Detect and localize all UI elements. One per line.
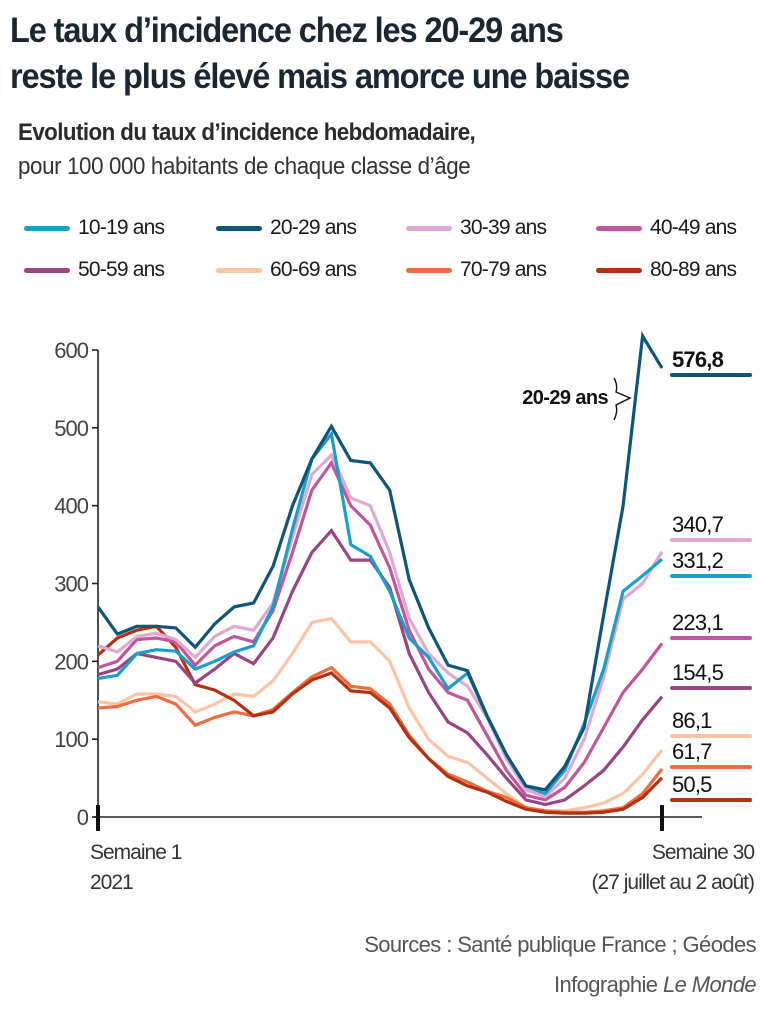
legend-item: 10-19 ans: [24, 213, 165, 243]
end-value-label: 223,1: [672, 610, 724, 635]
y-tick-label: 200: [54, 649, 88, 674]
legend-swatch: [216, 225, 262, 231]
y-tick-label: 100: [54, 727, 88, 752]
end-value-label: 576,8: [672, 347, 724, 372]
legend-swatch: [596, 267, 642, 273]
end-value-label: 331,2: [672, 548, 724, 573]
legend-item: 80-89 ans: [596, 255, 737, 285]
y-tick-label: 0: [77, 805, 89, 830]
legend-swatch: [24, 225, 70, 231]
end-value-label: 340,7: [672, 512, 724, 537]
end-value-label: 61,7: [672, 739, 712, 764]
y-tick-label: 400: [54, 494, 88, 519]
series-line-30-39-ans: [97, 452, 664, 799]
legend: 10-19 ans 20-29 ans 30-39 ans 40-49 ans 50-5…: [0, 210, 784, 290]
end-value-label: 86,1: [672, 708, 712, 733]
y-tick-label: 300: [54, 572, 88, 597]
credit-brand: Le Monde: [662, 972, 757, 997]
end-value-label: 154,5: [672, 660, 724, 685]
legend-label: 10-19 ans: [78, 216, 165, 239]
legend-label: 20-29 ans: [270, 216, 357, 239]
legend-item: 30-39 ans: [406, 213, 547, 243]
subtitle-regular: pour 100 000 habitants de chaque classe …: [18, 153, 471, 180]
credit-note: Infographie Le Monde: [553, 972, 757, 998]
legend-swatch: [406, 267, 452, 273]
series-line-20-29-ans: [96, 331, 664, 792]
sources-note: Sources : Santé publique France ; Géodes: [364, 932, 756, 957]
annotation-label: 20-29 ans: [522, 387, 608, 409]
legend-label: 70-79 ans: [460, 258, 547, 281]
legend-swatch: [24, 267, 70, 273]
x-tick-label: Semaine 30: [652, 841, 754, 864]
x-tick-label-sub: 2021: [90, 871, 133, 894]
annotation-brace: [613, 377, 632, 421]
legend-swatch: [406, 225, 452, 231]
x-tick-label: Semaine 1: [90, 841, 182, 864]
legend-item: 40-49 ans: [596, 213, 737, 243]
legend-item: 50-59 ans: [24, 255, 165, 285]
legend-item: 20-29 ans: [216, 213, 357, 243]
end-value-label: 50,5: [672, 772, 712, 797]
x-tick-label-sub: (27 juillet au 2 août): [592, 871, 754, 894]
legend-swatch: [216, 267, 262, 273]
credit-prefix: Infographie: [553, 972, 663, 997]
chart-title: Le taux d’incidence chez les 20-29 ans r…: [10, 8, 726, 100]
y-tick-label: 600: [54, 338, 88, 363]
series-line-40-49-ans: [97, 459, 664, 802]
legend-item: 60-69 ans: [216, 255, 357, 285]
title-line-2: reste le plus élevé mais amorce une bais…: [10, 57, 630, 96]
legend-label: 50-59 ans: [78, 258, 165, 281]
legend-label: 40-49 ans: [650, 216, 737, 239]
legend-label: 60-69 ans: [270, 258, 357, 281]
series-line-60-69-ans: [97, 616, 664, 813]
y-tick-label: 500: [54, 416, 88, 441]
legend-label: 80-89 ans: [650, 258, 737, 281]
title-line-1: Le taux d’incidence chez les 20-29 ans: [10, 11, 564, 50]
series-line-80-89-ans: [96, 624, 664, 815]
legend-swatch: [596, 225, 642, 231]
subtitle-bold: Evolution du taux d’incidence hebdomadai…: [18, 119, 476, 146]
legend-item: 70-79 ans: [406, 255, 547, 285]
legend-label: 30-39 ans: [460, 216, 547, 239]
